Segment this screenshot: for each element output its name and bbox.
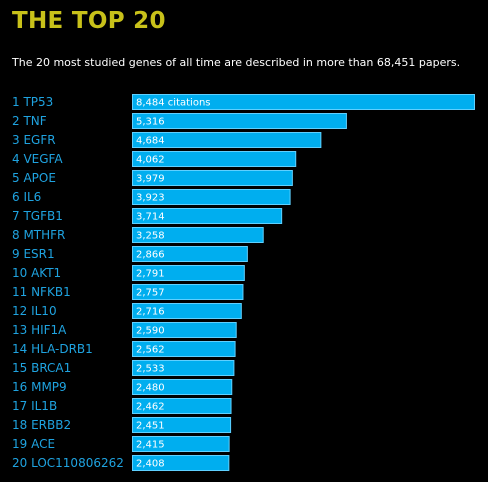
- bar: [132, 379, 233, 395]
- bar-value-label: 2,451: [136, 421, 165, 432]
- bar-value-label: 3,979: [136, 174, 165, 185]
- gene-label: 14 HLA-DRB1: [12, 342, 93, 356]
- gene-label: 18 ERBB2: [12, 418, 71, 432]
- gene-label: 6 IL6: [12, 190, 41, 204]
- gene-label: 3 EGFR: [12, 133, 56, 147]
- bar: [132, 455, 230, 471]
- bar: [132, 170, 293, 186]
- bar: [132, 227, 264, 243]
- gene-label: 11 NFKB1: [12, 285, 71, 299]
- bar: [132, 94, 475, 110]
- bar: [132, 246, 248, 262]
- bar-value-label: 3,258: [136, 231, 165, 242]
- gene-label: 9 ESR1: [12, 247, 55, 261]
- bar-value-label: 2,562: [136, 345, 165, 356]
- bar: [132, 189, 291, 205]
- gene-label: 7 TGFB1: [12, 209, 63, 223]
- chart-title: THE TOP 20: [12, 8, 166, 34]
- bar: [132, 208, 283, 224]
- bar-value-label: 2,716: [136, 307, 165, 318]
- gene-label: 10 AKT1: [12, 266, 61, 280]
- gene-label: 15 BRCA1: [12, 361, 71, 375]
- bar: [132, 322, 237, 338]
- bar-value-label: 4,684: [136, 136, 165, 147]
- gene-label: 4 VEGFA: [12, 152, 63, 166]
- bar-value-label: 3,923: [136, 193, 165, 204]
- bar-value-label: 2,462: [136, 402, 165, 413]
- bar: [132, 398, 232, 414]
- bar-value-label: 2,590: [136, 326, 165, 337]
- bar: [132, 113, 347, 129]
- bar-value-label: 2,866: [136, 250, 165, 261]
- gene-label: 17 IL1B: [12, 399, 57, 413]
- gene-label: 19 ACE: [12, 437, 55, 451]
- gene-label: 5 APOE: [12, 171, 56, 185]
- bar-value-label: 2,408: [136, 459, 165, 470]
- gene-label: 12 IL10: [12, 304, 57, 318]
- bar: [132, 341, 236, 357]
- bar-value-label: 3,714: [136, 212, 165, 223]
- gene-label: 13 HIF1A: [12, 323, 67, 337]
- bar: [132, 151, 297, 167]
- gene-label: 20 LOC110806262: [12, 456, 124, 470]
- bar-value-label: 2,533: [136, 364, 165, 375]
- bar: [132, 132, 322, 148]
- chart-subtitle: The 20 most studied genes of all time ar…: [12, 56, 461, 69]
- gene-label: 2 TNF: [12, 114, 47, 128]
- bar-value-label: 8,484 citations: [136, 98, 211, 109]
- bar: [132, 360, 235, 376]
- bar-value-label: 2,415: [136, 440, 165, 451]
- bar: [132, 417, 232, 433]
- bar: [132, 436, 230, 452]
- bar-value-label: 2,480: [136, 383, 165, 394]
- bar-value-label: 2,757: [136, 288, 165, 299]
- bar: [132, 265, 245, 281]
- gene-label: 8 MTHFR: [12, 228, 65, 242]
- gene-label: 16 MMP9: [12, 380, 67, 394]
- bar: [132, 284, 244, 300]
- bar-value-label: 5,316: [136, 117, 165, 128]
- bar-value-label: 2,791: [136, 269, 165, 280]
- bar: [132, 303, 242, 319]
- gene-label: 1 TP53: [12, 95, 53, 109]
- bar-value-label: 4,062: [136, 155, 165, 166]
